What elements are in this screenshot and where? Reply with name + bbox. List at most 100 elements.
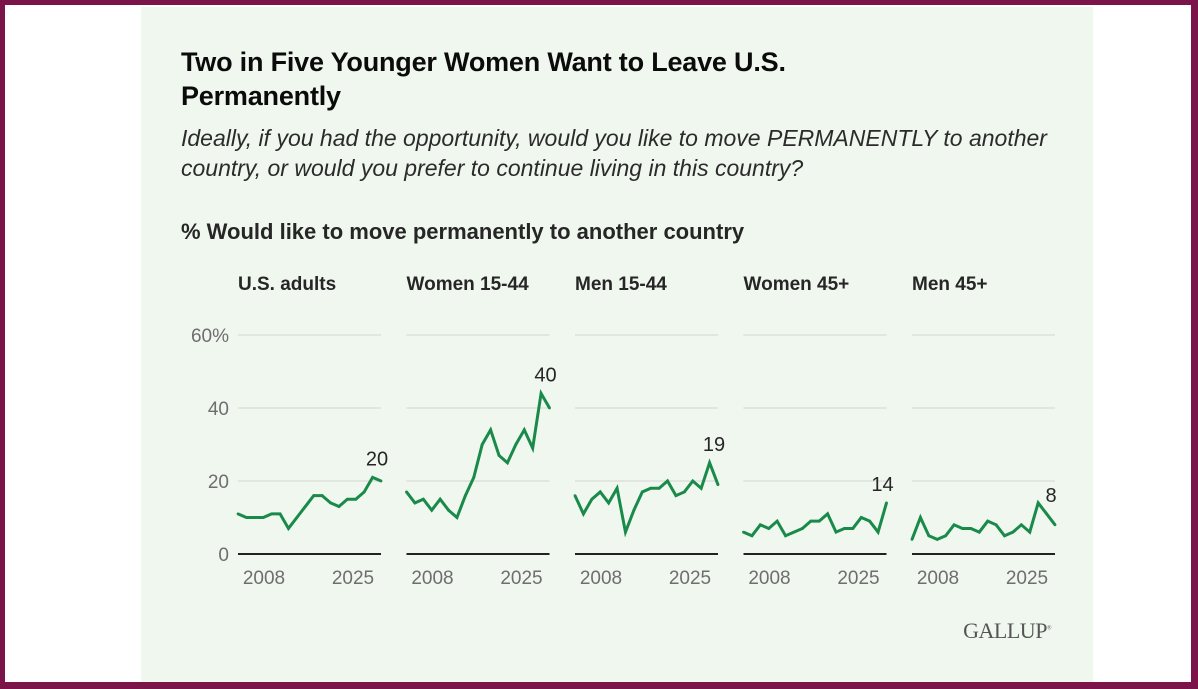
data-point — [463, 494, 467, 497]
data-point — [295, 516, 299, 519]
data-point — [405, 490, 408, 494]
data-point — [859, 516, 863, 519]
data-point — [809, 519, 813, 523]
data-point — [480, 443, 484, 446]
x-tick-label: 2008 — [411, 568, 453, 589]
end-value-label: 14 — [871, 474, 893, 496]
end-value-label: 20 — [366, 448, 388, 470]
data-point — [430, 508, 434, 512]
data-point — [421, 497, 425, 501]
end-value-label: 40 — [534, 364, 556, 386]
data-point — [657, 486, 661, 490]
data-point — [666, 479, 669, 483]
data-point — [253, 516, 257, 519]
data-point — [699, 486, 703, 490]
data-point — [640, 490, 644, 494]
data-point — [649, 486, 653, 490]
x-tick-label: 2025 — [1006, 568, 1048, 589]
chart-title: Two in Five Younger Women Want to Leave … — [181, 47, 786, 111]
x-tick-label: 2025 — [500, 568, 542, 589]
y-tick-label: 60% — [191, 326, 229, 347]
y-tick-label: 0 — [218, 545, 229, 566]
data-point — [910, 538, 914, 541]
data-point — [320, 494, 324, 497]
data-point — [514, 443, 518, 446]
data-point — [582, 512, 585, 516]
data-point — [758, 523, 762, 527]
data-point — [952, 523, 956, 527]
data-point — [278, 512, 282, 516]
gallup-logo: GALLUP® — [963, 618, 1051, 644]
data-point — [438, 497, 442, 501]
data-point — [834, 530, 838, 534]
data-point — [245, 516, 248, 519]
data-point — [1036, 501, 1040, 505]
panel-title: Women 15-44 — [407, 274, 530, 295]
data-point — [682, 490, 686, 494]
x-tick-label: 2025 — [837, 568, 879, 589]
data-point — [287, 527, 290, 530]
data-point — [927, 534, 931, 538]
data-point — [1053, 523, 1057, 527]
data-point — [817, 519, 821, 523]
data-point — [944, 534, 948, 538]
data-point — [750, 534, 754, 538]
series-line — [573, 458, 720, 538]
panel-title: Women 45+ — [744, 274, 850, 295]
data-point — [708, 461, 711, 465]
end-value-label: 19 — [703, 434, 725, 456]
data-point — [531, 446, 535, 450]
x-tick-label: 2008 — [580, 568, 622, 589]
data-point — [548, 406, 551, 410]
data-point — [573, 494, 577, 497]
data-point — [969, 527, 973, 530]
data-point — [851, 527, 855, 530]
data-point — [261, 516, 265, 519]
data-point — [337, 505, 341, 508]
data-point — [371, 475, 374, 479]
data-point — [674, 494, 678, 497]
series-line — [742, 502, 888, 538]
data-point — [345, 497, 349, 501]
data-point — [472, 475, 476, 479]
data-point — [716, 483, 720, 487]
brand-text: GALLUP — [963, 618, 1047, 643]
data-point — [497, 454, 501, 457]
data-point — [1019, 523, 1023, 527]
data-point — [691, 479, 695, 483]
data-point — [303, 505, 307, 508]
x-tick-label: 2025 — [332, 568, 374, 589]
data-point — [413, 501, 417, 505]
data-point — [868, 519, 872, 523]
series-line — [237, 475, 382, 532]
data-point — [742, 530, 745, 534]
data-point — [1003, 534, 1006, 538]
data-point — [270, 512, 274, 516]
frame: Two in Five Younger Women Want to Leave … — [5, 5, 1191, 682]
data-point — [624, 530, 627, 534]
x-tick-label: 2008 — [917, 568, 959, 589]
chart-panel: Two in Five Younger Women Want to Leave … — [141, 7, 1093, 682]
panel-title: Men 45+ — [912, 274, 988, 295]
data-point — [1028, 530, 1032, 534]
data-point — [843, 527, 846, 530]
chart-subtitle: Ideally, if you had the opportunity, wou… — [181, 125, 1047, 181]
data-point — [775, 519, 779, 523]
series-line — [405, 388, 551, 521]
data-point — [506, 461, 509, 465]
data-point — [919, 516, 922, 519]
data-point — [784, 534, 787, 538]
data-point — [935, 538, 939, 541]
data-point — [961, 527, 964, 530]
data-point — [447, 508, 450, 512]
x-tick-label: 2025 — [669, 568, 711, 589]
data-point — [767, 527, 771, 530]
data-point — [994, 523, 998, 527]
data-point — [598, 490, 602, 494]
data-point — [379, 479, 383, 483]
data-point — [885, 501, 888, 505]
data-point — [977, 530, 981, 534]
data-point — [236, 512, 240, 516]
data-point — [489, 428, 493, 432]
data-point — [826, 512, 830, 516]
